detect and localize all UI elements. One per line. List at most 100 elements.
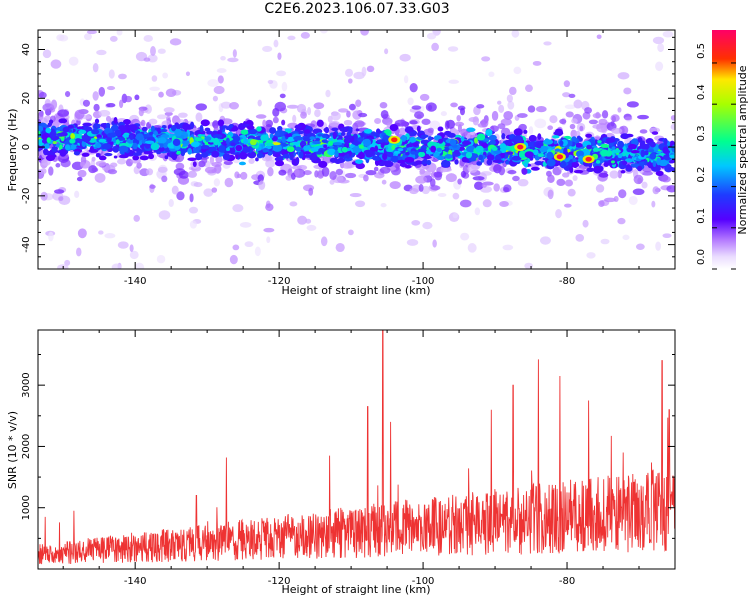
page-title: C2E6.2023.106.07.33.G03	[264, 1, 450, 17]
spectrogram-band-blob	[363, 138, 372, 147]
spectrogram-halo-blob	[365, 169, 377, 176]
spectrogram-band-blob	[119, 154, 129, 159]
spectrogram-noise-blob	[460, 232, 470, 241]
spectrogram-halo-blob	[212, 95, 218, 102]
spectrogram-halo-blob	[595, 111, 601, 119]
spectrogram-halo-blob	[624, 116, 633, 121]
spectrogram-noise-blob	[220, 101, 232, 109]
spectrogram-noise-blob	[403, 75, 409, 84]
spectrogram-band-blob	[123, 119, 131, 125]
spectrogram-noise-blob	[156, 114, 167, 120]
spectrogram-halo-blob	[279, 93, 286, 99]
spectrogram-band-blob	[652, 160, 657, 168]
spectrogram-band-blob	[59, 149, 67, 157]
spectrogram-halo-blob	[82, 99, 91, 107]
spectrogram-halo-blob	[582, 111, 591, 120]
spectrogram-halo-blob	[285, 175, 293, 181]
spectrogram-band-blob	[620, 133, 630, 140]
spectrogram-band-blob	[58, 118, 68, 124]
spectrogram-noise-blob	[488, 71, 495, 78]
spectrogram-band-blob	[560, 160, 567, 168]
spectrogram-band-blob	[128, 124, 138, 131]
spectrogram-halo-blob	[499, 200, 509, 207]
spectrogram-halo-blob	[498, 166, 506, 176]
snr-plot	[38, 330, 675, 565]
spectrogram-halo-blob	[536, 105, 547, 113]
spectrogram-band-blob	[412, 142, 419, 148]
colorbar-tick-label: 0.1	[696, 208, 707, 224]
spectrogram-band-blob	[45, 127, 52, 134]
spectrogram-halo-blob	[418, 184, 424, 192]
spectrogram-noise-blob	[305, 218, 312, 224]
snr-xlabel: Height of straight line (km)	[281, 583, 430, 596]
spectrogram-band-blob	[49, 131, 57, 139]
spectrogram-noise-blob	[437, 192, 447, 197]
spectrogram-halo-blob	[64, 90, 71, 98]
spectrogram-band-blob	[391, 155, 399, 163]
spectrogram-band-blob	[213, 137, 220, 146]
spectrogram-noise-blob	[76, 247, 82, 257]
spectrogram-halo-blob	[491, 110, 499, 121]
spectrogram-peak	[391, 137, 398, 143]
spectrogram-band-blob	[537, 153, 544, 158]
spectrogram-halo-blob	[134, 94, 140, 101]
spectrogram-noise-blob	[129, 244, 134, 252]
spectrogram-band-blob	[171, 152, 178, 161]
spectrogram-band-blob	[303, 129, 311, 134]
spectrogram-band-blob	[59, 131, 68, 137]
spectrogram-halo-blob	[414, 111, 425, 119]
spectrogram-noise-blob	[635, 243, 645, 250]
spectrogram-halo-blob	[329, 171, 337, 181]
spectrogram-halo-blob	[107, 169, 118, 175]
spectrogram-band-blob	[363, 149, 374, 155]
spectrogram-band-blob	[82, 135, 91, 143]
spectrogram-noise-blob	[216, 68, 227, 74]
spectrogram-band-blob	[631, 138, 639, 146]
spectrogram-plot	[38, 30, 675, 269]
spectrogram-halo-blob	[171, 116, 181, 125]
spectrogram-noise-blob	[325, 89, 331, 98]
spectrogram-xlabel: Height of straight line (km)	[281, 284, 430, 297]
spectrogram-halo-blob	[50, 99, 58, 110]
snr-ytick-label: 1000	[21, 495, 32, 520]
spectrogram-band-blob	[389, 123, 399, 132]
spectrogram-band-blob	[67, 124, 74, 129]
spectrogram-band-blob	[298, 151, 304, 159]
spectrogram-band-blob	[181, 140, 190, 144]
spectrogram-band-blob	[355, 162, 366, 170]
spectrogram-halo-blob	[313, 102, 325, 110]
spectrogram-band-blob	[180, 148, 188, 154]
spectrogram-band-blob	[243, 138, 249, 145]
spectrogram-band-blob	[355, 128, 360, 132]
spectrogram-band-blob	[576, 150, 585, 158]
spectrogram-band-blob	[416, 125, 421, 133]
spectrogram-halo-blob	[601, 110, 609, 119]
spectrogram-band-blob	[667, 167, 675, 172]
spectrogram-noise-blob	[168, 199, 174, 208]
spectrogram-halo-blob	[468, 117, 479, 123]
spectrogram-band-blob	[572, 158, 577, 163]
spectrogram-band-blob	[476, 133, 486, 141]
spectrogram-halo-blob	[148, 118, 158, 125]
spectrogram-band-blob	[141, 126, 148, 132]
spectrogram-band-blob	[118, 145, 129, 153]
spectrogram-band-blob	[537, 133, 542, 140]
spectrogram-halo-blob	[421, 118, 431, 125]
spectrogram-halo-blob	[595, 184, 605, 193]
spectrogram-band-blob	[511, 155, 522, 161]
spectrogram-noise-blob	[133, 214, 140, 222]
spectrogram-halo-blob	[265, 119, 274, 128]
spectrogram-halo-blob	[211, 187, 218, 193]
spectrogram-noise-blob	[232, 204, 244, 213]
spectrogram-halo-blob	[429, 178, 436, 187]
spectrogram-peak	[585, 156, 592, 162]
spectrogram-halo-blob	[274, 101, 287, 112]
spectrogram-band-blob	[70, 133, 75, 140]
spectrogram-halo-blob	[352, 110, 362, 120]
spectrogram-band-blob	[346, 153, 350, 159]
spectrogram-noise-blob	[431, 42, 439, 52]
spectrogram-band-blob	[187, 147, 193, 155]
spectrogram-band-blob	[476, 161, 483, 166]
spectrogram-noise-blob	[480, 186, 492, 193]
spectrogram-halo-blob	[94, 172, 106, 183]
